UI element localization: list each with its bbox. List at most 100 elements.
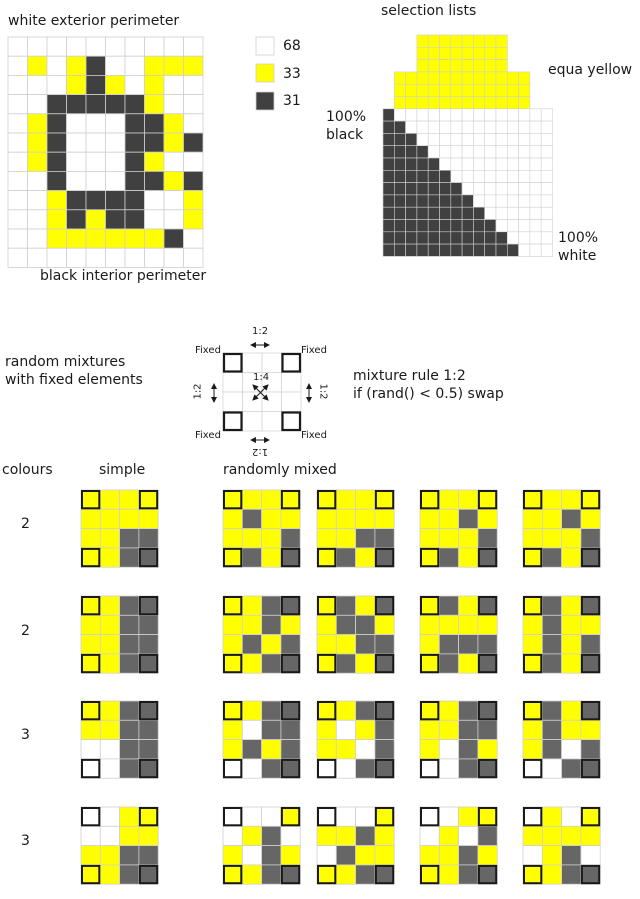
- selection-cell: [529, 133, 542, 146]
- mixture-grid-cell: [119, 806, 140, 827]
- mixture-grid-cell: [374, 634, 395, 655]
- legend-count-white: 68: [283, 38, 301, 54]
- mixture-grid-cell: [119, 547, 140, 568]
- selection-cell: [495, 108, 508, 122]
- selection-cell: [382, 120, 395, 134]
- selection-cell: [461, 182, 474, 196]
- perimeter-cell: [85, 55, 106, 76]
- legend-count-dark: 31: [283, 93, 301, 109]
- selection-cell: [427, 194, 440, 208]
- selection-cell: [393, 231, 406, 245]
- mixture-grid-cell: [119, 719, 140, 740]
- fixed-cell-frame: [374, 807, 395, 827]
- mixture-grid-cell: [316, 547, 337, 568]
- fixed-cell-frame: [223, 864, 243, 885]
- mixture-grid-cell: [522, 634, 543, 655]
- perimeter-legend: [255, 36, 275, 111]
- perimeter-cell: [163, 36, 184, 57]
- selection-cell: [495, 194, 508, 208]
- perimeter-cell: [85, 190, 106, 211]
- mixture-grid-cell: [222, 614, 243, 635]
- mixture-grid-cell: [316, 634, 337, 655]
- mixture-grid-cell: [119, 528, 140, 549]
- mixture-grid-cell: [99, 508, 121, 529]
- selection-cell: [518, 231, 531, 245]
- selection-cell: [393, 120, 406, 134]
- mixture-grid-cell: [138, 508, 159, 529]
- black-label-word: black: [326, 127, 364, 143]
- fixed-cell-frame: [138, 807, 159, 827]
- selection-cell: [450, 157, 463, 171]
- perimeter-cell: [46, 113, 67, 134]
- selection-cell: [416, 231, 429, 245]
- selection-cell: [473, 46, 485, 60]
- mixture-grid-cell: [138, 614, 159, 635]
- mixture-grid-cell: [99, 547, 121, 568]
- mixture-grid-cell: [438, 614, 459, 635]
- mixture-grid-cell: [419, 845, 440, 866]
- perimeter-cell: [144, 151, 165, 172]
- perimeter-cell: [46, 228, 67, 249]
- selection-cell: [473, 243, 485, 257]
- mixture-grid-cell: [522, 653, 543, 674]
- mixture-grid-cell: [419, 719, 440, 740]
- perimeter-cell: [66, 190, 87, 211]
- selection-cell: [461, 243, 474, 257]
- mixture-grid-cell: [522, 825, 543, 846]
- selection-cell: [382, 145, 395, 159]
- perimeter-cell: [105, 228, 126, 249]
- perimeter-cell: [124, 132, 145, 153]
- mixture-grid-cell: [580, 825, 601, 846]
- row-1-colours: 2: [21, 516, 30, 532]
- mixture-grid-cell: [335, 489, 356, 510]
- selection-cell: [540, 206, 553, 220]
- mixture-grid-cell: [374, 614, 395, 635]
- selection-cell: [529, 145, 542, 159]
- selection-cell: [506, 194, 519, 208]
- mixture-grid-cell: [541, 653, 562, 674]
- fixed-cell-frame: [523, 701, 543, 721]
- fixed-cell-frame: [420, 490, 440, 510]
- mixture-grid-cell: [419, 508, 440, 529]
- mixture-grid-cell: [280, 614, 301, 635]
- mixture-grid-cell: [280, 806, 301, 827]
- selection-cell: [439, 157, 452, 171]
- mixture-grid-cell: [241, 739, 263, 760]
- fixed-label-bottom-left: Fixed: [195, 430, 221, 441]
- selection-cell: [416, 170, 429, 183]
- mixture-grid-cell: [280, 864, 301, 885]
- mixture-grid-cell: [438, 739, 459, 760]
- perimeter-cell: [183, 75, 204, 96]
- mixture-grids: [80, 489, 601, 885]
- mixture-grid-cell: [241, 508, 263, 529]
- mixture-grid-cell: [241, 528, 263, 549]
- mixture-grid-cell: [222, 595, 243, 616]
- mixture-grid-cell: [355, 845, 376, 866]
- fixed-cell-frame: [523, 864, 543, 885]
- mixture-grid-cell: [355, 806, 376, 827]
- fixed-cell-frame: [523, 490, 543, 510]
- mixture-grid-cell: [419, 595, 440, 616]
- selection-cell: [495, 133, 508, 146]
- mixture-grid-cell: [438, 700, 459, 721]
- selection-cell: [427, 108, 440, 122]
- selection-cell: [461, 108, 474, 122]
- selection-cell: [450, 71, 463, 85]
- selection-cell: [382, 133, 395, 146]
- perimeter-cell: [124, 55, 145, 76]
- mixture-grid-cell: [241, 825, 263, 846]
- fixed-cell-frame: [280, 653, 301, 674]
- mixture-grid-cell: [438, 508, 459, 529]
- selection-cell: [461, 157, 474, 171]
- selection-cell: [484, 145, 497, 159]
- perimeter-cell: [183, 36, 204, 57]
- selection-cell: [484, 182, 497, 196]
- mixture-grid-cell: [261, 825, 282, 846]
- selection-cell: [416, 83, 429, 97]
- mixture-grid-cell: [80, 825, 101, 846]
- selection-cell: [518, 170, 531, 183]
- fixed-cell-frame: [222, 352, 243, 373]
- selection-cell: [405, 133, 418, 146]
- mixture-grid-cell: [541, 719, 562, 740]
- perimeter-cell: [124, 209, 145, 230]
